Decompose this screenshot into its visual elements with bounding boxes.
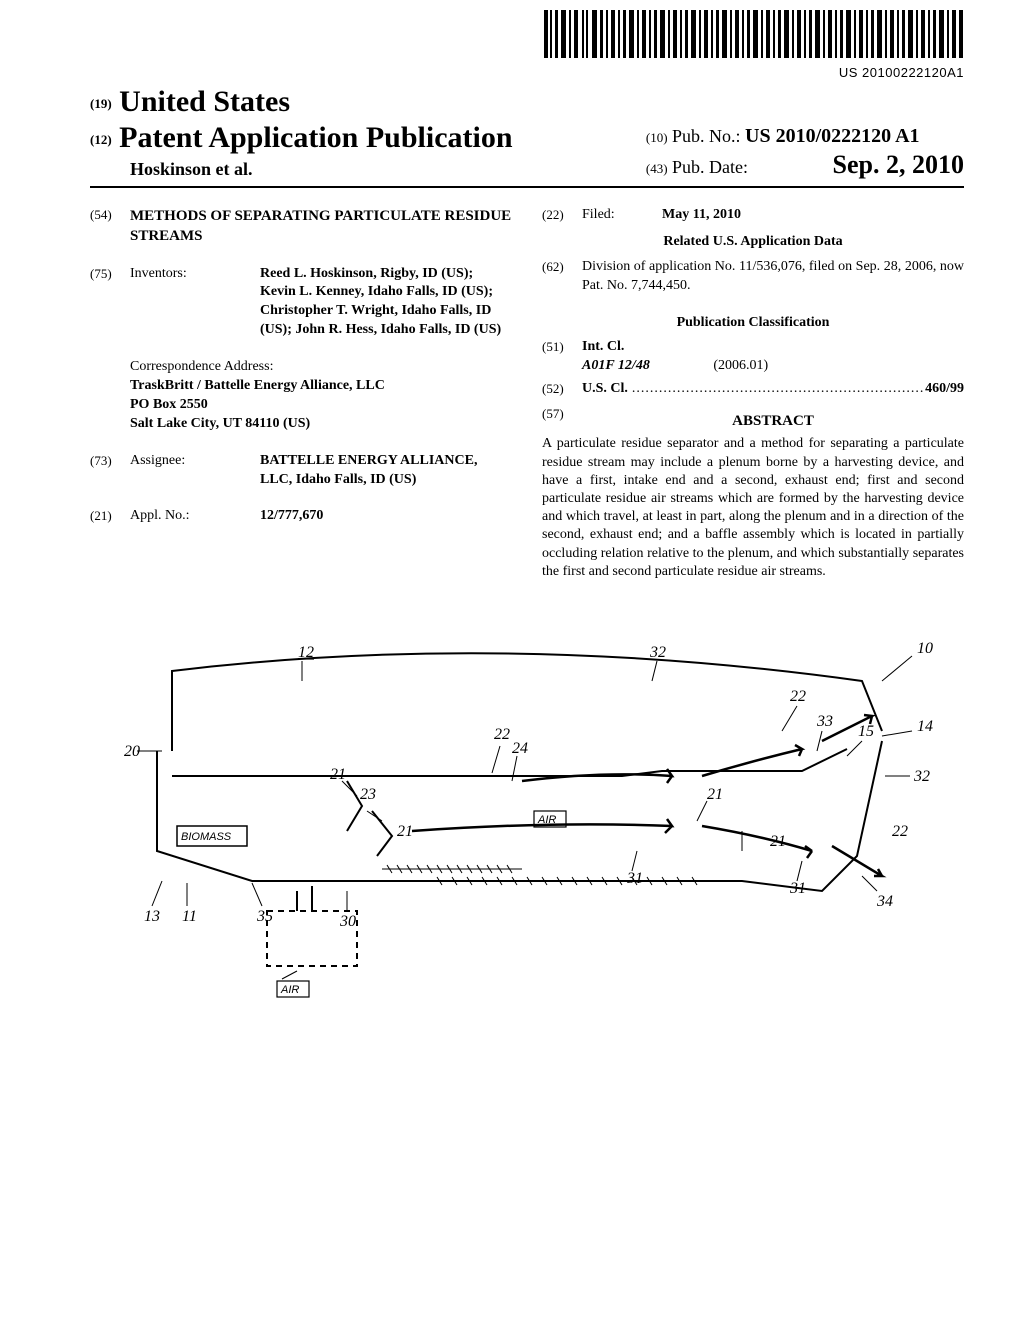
fig-label-11: 11 <box>182 908 197 925</box>
int-cl-edition: (2006.01) <box>713 358 768 373</box>
fig-label-23: 23 <box>360 786 376 803</box>
barcode-graphic <box>544 10 964 63</box>
right-column: (22) Filed: May 11, 2010 Related U.S. Ap… <box>542 206 964 581</box>
pub-date-label: Pub. Date: <box>672 157 748 177</box>
pub-no-label: Pub. No.: <box>672 126 741 146</box>
appl-no-label: Appl. No.: <box>130 507 260 526</box>
correspondence-label: Correspondence Address: <box>130 358 512 377</box>
correspondence-line3: Salt Lake City, UT 84110 (US) <box>130 415 512 434</box>
code-51: (51) <box>542 338 582 376</box>
fig-label-22b: 22 <box>790 688 806 705</box>
fig-label-21b: 21 <box>397 823 413 840</box>
fig-label-34: 34 <box>876 893 893 910</box>
correspondence-line1: TraskBritt / Battelle Energy Alliance, L… <box>130 377 512 396</box>
code-57: (57) <box>542 405 582 435</box>
fig-label-24: 24 <box>512 740 528 757</box>
patent-page: US 20100222120A1 (19) United States (12)… <box>0 0 1024 1320</box>
fig-label-30: 30 <box>339 913 356 930</box>
code-19: (19) <box>90 96 112 111</box>
code-43: (43) <box>646 161 668 176</box>
fig-label-31b: 31 <box>789 880 806 897</box>
figure-1: 12 32 10 20 22 24 22 33 15 14 32 21 23 2… <box>90 621 964 1046</box>
inventors-label: Inventors: <box>130 265 260 341</box>
fig-label-32a: 32 <box>649 644 666 661</box>
pub-class-heading: Publication Classification <box>542 314 964 333</box>
us-cl-value: 460/99 <box>925 380 964 399</box>
fig-label-21c: 21 <box>707 786 723 803</box>
fig-label-35: 35 <box>256 908 273 925</box>
country-name: United States <box>119 85 290 118</box>
left-column: (54) METHODS OF SEPARATING PARTICULATE R… <box>90 206 512 581</box>
fig-label-22a: 22 <box>494 726 510 743</box>
related-heading: Related U.S. Application Data <box>542 233 964 252</box>
bibliographic-data: (54) METHODS OF SEPARATING PARTICULATE R… <box>90 206 964 581</box>
code-52: (52) <box>542 380 582 399</box>
code-12: (12) <box>90 132 112 147</box>
fig-label-22c: 22 <box>892 823 908 840</box>
fig-label-air2: AIR <box>280 984 299 996</box>
pub-no: US 2010/0222120 A1 <box>745 125 919 147</box>
filed-value: May 11, 2010 <box>662 206 964 225</box>
fig-label-32b: 32 <box>913 768 930 785</box>
fig-label-air1: AIR <box>537 814 556 826</box>
abstract-heading: ABSTRACT <box>582 411 964 431</box>
code-21: (21) <box>90 507 130 526</box>
inventors-value: Reed L. Hoskinson, Rigby, ID (US); Kevin… <box>260 265 512 341</box>
code-10: (10) <box>646 130 668 145</box>
fig-label-21a: 21 <box>330 766 346 783</box>
invention-title: METHODS OF SEPARATING PARTICULATE RESIDU… <box>130 206 512 247</box>
fig-label-14: 14 <box>917 718 933 735</box>
fig-label-15: 15 <box>858 723 874 740</box>
code-75: (75) <box>90 265 130 341</box>
filed-label: Filed: <box>582 206 662 225</box>
fig-label-12: 12 <box>298 644 314 661</box>
fig-label-31a: 31 <box>626 870 643 887</box>
doc-type: Patent Application Publication <box>119 121 512 154</box>
pub-date: Sep. 2, 2010 <box>833 150 964 179</box>
division-text: Division of application No. 11/536,076, … <box>582 258 964 296</box>
fig-label-33: 33 <box>816 713 833 730</box>
code-73: (73) <box>90 452 130 490</box>
assignee-value: BATTELLE ENERGY ALLIANCE, LLC, Idaho Fal… <box>260 452 512 490</box>
assignee-label: Assignee: <box>130 452 260 490</box>
us-cl-label: U.S. Cl. <box>582 380 628 399</box>
appl-no-value: 12/777,670 <box>260 507 512 526</box>
fig-label-biomass: BIOMASS <box>181 831 232 843</box>
code-54: (54) <box>90 206 130 247</box>
code-22: (22) <box>542 206 582 225</box>
fig-label-13: 13 <box>144 908 160 925</box>
abstract-text: A particulate residue separator and a me… <box>542 435 964 581</box>
fig-label-20: 20 <box>124 743 140 760</box>
code-62: (62) <box>542 258 582 296</box>
header-block: (19) United States (12) Patent Applicati… <box>90 85 964 188</box>
fig-label-21d: 21 <box>770 833 786 850</box>
barcode-number: US 20100222120A1 <box>544 65 964 80</box>
dotted-leader: ........................................… <box>628 380 925 399</box>
author-line: Hoskinson et al. <box>130 159 513 180</box>
int-cl-label: Int. Cl. <box>582 338 964 357</box>
correspondence-line2: PO Box 2550 <box>130 396 512 415</box>
int-cl-class: A01F 12/48 <box>582 358 650 373</box>
fig-label-10: 10 <box>917 640 933 657</box>
barcode-block: US 20100222120A1 <box>544 10 964 80</box>
